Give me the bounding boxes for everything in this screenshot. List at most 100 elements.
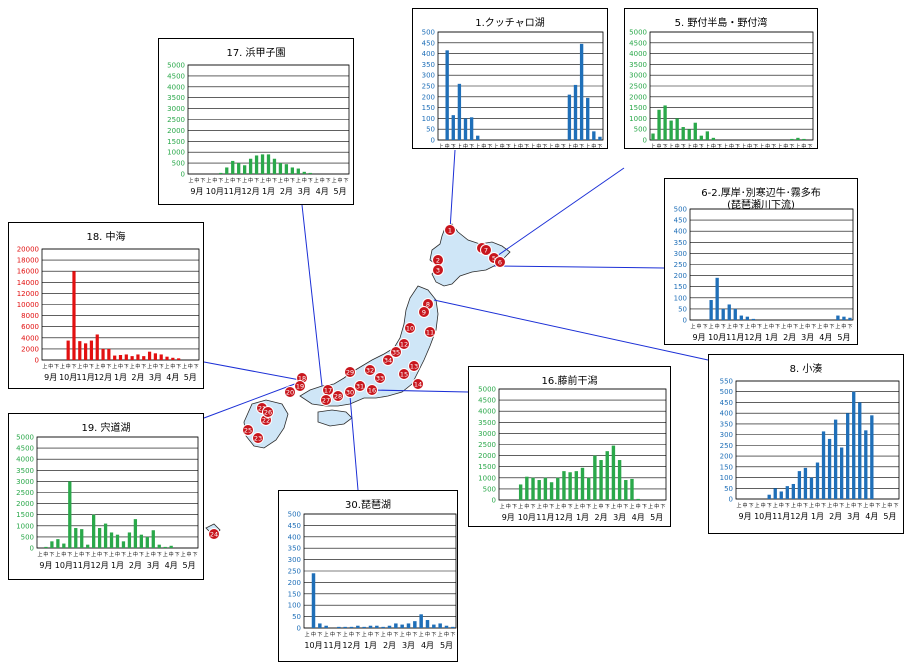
month-label: 1月 [364, 641, 377, 650]
bar [715, 277, 719, 320]
period-tick-label: 下 [200, 178, 205, 184]
period-tick-label: 中 [330, 631, 335, 638]
site-marker-label: 28 [334, 392, 342, 400]
connector-line-biwa [349, 395, 359, 491]
period-tick-label: 上 [188, 177, 193, 184]
y-tick-label: 300 [674, 250, 687, 258]
site-marker-label: 7 [484, 246, 488, 254]
period-tick-label: 中 [693, 143, 698, 148]
site-marker-label: 9 [422, 308, 426, 316]
site-marker-24[interactable]: 24 [208, 528, 220, 540]
period-tick-label: 上 [224, 177, 229, 184]
month-label: 2月 [783, 333, 796, 342]
site-marker-10[interactable]: 10 [404, 322, 416, 334]
period-tick-label: 中 [743, 502, 748, 509]
y-tick-label: 20000 [17, 246, 39, 254]
chart-panel-hamakoshien: 17. 浜甲子園 5000 4500 4000 3500 3000 2500 2000 1500… [158, 38, 354, 205]
site-marker-3[interactable]: 3 [432, 264, 444, 276]
y-tick-label: 50 [678, 305, 687, 313]
site-marker-34[interactable]: 34 [382, 354, 394, 366]
site-marker-1[interactable]: 1 [444, 224, 456, 236]
site-marker-30[interactable]: 30 [344, 386, 356, 398]
bar [579, 43, 584, 140]
month-label: 1月 [262, 187, 275, 196]
site-marker-dot [494, 256, 506, 268]
site-marker-29[interactable]: 29 [344, 366, 356, 378]
month-label: 3月 [147, 561, 160, 570]
bar [72, 271, 76, 360]
month-label: 5月 [837, 333, 850, 342]
bar [518, 484, 523, 500]
period-tick-label: 上 [165, 363, 170, 370]
bar [92, 514, 96, 548]
site-marker-19[interactable]: 19 [294, 380, 306, 392]
period-tick-label: 上 [795, 143, 800, 148]
site-marker-35[interactable]: 35 [390, 346, 402, 358]
y-tick-label: 150 [674, 283, 687, 291]
site-marker-14[interactable]: 14 [412, 378, 424, 390]
period-tick-label: 上 [555, 503, 560, 510]
bar [767, 494, 771, 499]
site-marker-23[interactable]: 23 [252, 432, 264, 444]
site-marker-6[interactable]: 6 [494, 256, 506, 268]
site-marker-label: 15 [400, 370, 408, 378]
period-tick-label: 下 [159, 364, 164, 370]
bar [598, 136, 602, 140]
period-tick-label: 上 [112, 363, 117, 370]
site-marker-20[interactable]: 20 [284, 386, 296, 398]
chart-title: 17. 浜甲子園 [226, 48, 286, 59]
site-marker-31[interactable]: 31 [354, 380, 366, 392]
bar [62, 543, 66, 548]
bar [296, 168, 300, 174]
month-label: 12月 [94, 373, 112, 382]
period-tick-label: 下 [412, 632, 417, 638]
site-marker-2[interactable]: 2 [432, 254, 444, 266]
site-marker-11[interactable]: 11 [424, 326, 436, 338]
bar [636, 498, 640, 500]
site-marker-17[interactable]: 17 [322, 384, 334, 396]
period-tick-label: 中 [580, 503, 585, 510]
bar [80, 529, 84, 548]
site-marker-25[interactable]: 25 [242, 424, 254, 436]
y-tick-label: 150 [288, 590, 301, 598]
bar [562, 471, 566, 500]
y-tick-label: 1000 [629, 115, 647, 123]
site-marker-13[interactable]: 13 [408, 360, 420, 372]
period-tick-label: 中 [805, 323, 810, 330]
y-tick-label: 150 [720, 463, 733, 471]
site-marker-33[interactable]: 33 [374, 372, 386, 384]
period-tick-label: 中 [783, 143, 788, 148]
chart-title: 6-2.厚岸･別寒辺牛･霧多布 [701, 188, 821, 199]
site-marker-12[interactable]: 12 [398, 338, 410, 350]
y-tick-label: 10000 [17, 301, 39, 309]
site-marker-28[interactable]: 28 [332, 390, 344, 402]
site-marker-27[interactable]: 27 [320, 394, 332, 406]
period-tick-label: 中 [851, 502, 856, 509]
period-tick-label: 上 [181, 551, 186, 558]
period-tick-label: 中 [133, 551, 138, 558]
period-tick-label: 下 [642, 504, 647, 510]
site-marker-label: 3 [436, 266, 440, 274]
bar [525, 476, 529, 500]
bar [573, 84, 578, 140]
site-marker-26[interactable]: 26 [262, 406, 274, 418]
month-label: 4月 [316, 187, 329, 196]
period-tick-label: 下 [254, 178, 259, 184]
y-tick-label: 450 [674, 217, 687, 225]
period-tick-label: 上 [755, 502, 760, 509]
site-marker-16[interactable]: 16 [366, 384, 378, 396]
period-tick-label: 下 [749, 503, 754, 509]
site-marker-32[interactable]: 32 [364, 364, 376, 376]
bar [617, 460, 622, 500]
site-marker-15[interactable]: 15 [398, 368, 410, 380]
period-tick-label: 中 [617, 503, 622, 510]
site-marker-7[interactable]: 7 [480, 244, 492, 256]
site-marker-label: 19 [296, 382, 304, 390]
y-tick-label: 4000 [629, 50, 647, 58]
month-label: 5月 [334, 187, 347, 196]
period-tick-label: 下 [85, 552, 90, 558]
site-marker-9[interactable]: 9 [418, 306, 430, 318]
y-tick-label: 3000 [629, 72, 647, 80]
period-tick-label: 上 [500, 503, 505, 510]
period-tick-label: 下 [218, 178, 223, 184]
